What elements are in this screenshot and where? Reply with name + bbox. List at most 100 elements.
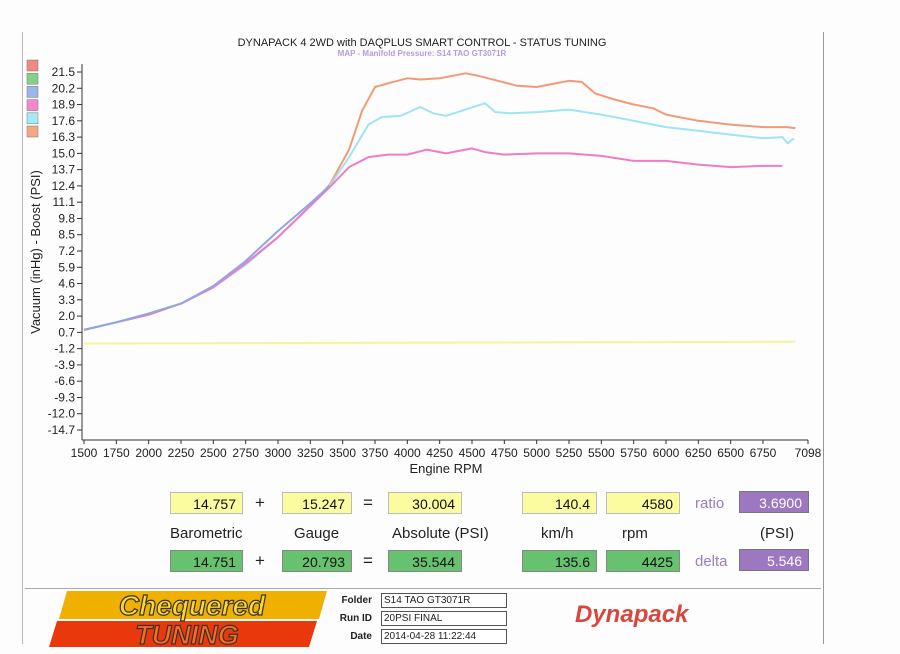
y-tick-label: -14.7: [48, 423, 76, 437]
rpm-value-2: 4425: [606, 550, 680, 572]
x-axis-label: Engine RPM: [410, 461, 483, 476]
run-id-value: 20PSI FINAL: [381, 611, 507, 626]
y-tick-label: 17.6: [52, 114, 76, 128]
x-tick-label: 6500: [717, 446, 744, 460]
x-tick-label: 2750: [232, 446, 259, 460]
y-axis-label: Vacuum (inHg) - Boost (PSI): [28, 170, 43, 334]
y-tick-label: 16.3: [52, 130, 76, 144]
plus-1: +: [255, 493, 265, 512]
y-tick-label: 11.1: [53, 195, 76, 209]
kmh-value-2: 135.6: [522, 550, 597, 572]
chart-subtitle: MAP - Manifold Pressure: S14 TAO GT3071R: [338, 49, 507, 58]
chart-title: DYNAPACK 4 2WD with DAQPLUS SMART CONTRO…: [238, 37, 607, 49]
gauge-value-1: 15.247: [282, 492, 352, 514]
date-value: 2014-04-28 11:22:44: [381, 629, 507, 644]
series-line: [83, 147, 783, 331]
y-tick-label: -9.3: [54, 390, 75, 404]
x-tick-label: 3250: [297, 446, 324, 460]
folder-label: Folder: [341, 595, 372, 606]
label-rpm: rpm: [622, 525, 648, 542]
date-label: Date: [350, 631, 372, 642]
y-tick-label: 18.9: [52, 98, 76, 112]
x-tick-label: 2250: [168, 446, 195, 460]
series-line: [83, 185, 331, 331]
x-tick-label: 5250: [556, 446, 583, 460]
run-id-label: Run ID: [339, 613, 372, 624]
label-gauge: Gauge: [294, 525, 340, 542]
dynapack-logo: Dynapack: [575, 601, 690, 628]
absolute-value-1: 30.004: [388, 492, 462, 514]
legend-swatch: [26, 86, 39, 98]
x-ticks: 1500 1750 2000 2250 2500 2750 3000 3250 3500 3750…: [71, 440, 822, 460]
y-tick-label: 4.6: [58, 277, 75, 291]
x-tick-label: 4500: [459, 446, 486, 460]
folder-value: S14 TAO GT3071R: [381, 593, 507, 608]
x-tick-label: 1500: [71, 446, 98, 460]
legend-swatch: [26, 72, 39, 85]
y-tick-label: 0.7: [58, 325, 75, 339]
y-tick-label: -12.0: [48, 407, 76, 421]
y-tick-label: 20.2: [52, 81, 76, 95]
x-tick-label: 4750: [491, 446, 518, 460]
y-tick-label: 2.0: [58, 309, 75, 323]
x-tick-label: 7098: [795, 446, 822, 460]
x-tick-label: 4000: [394, 446, 421, 460]
y-tick-label: 5.9: [58, 260, 75, 274]
absolute-value-2: 35.544: [388, 550, 462, 572]
x-tick-label: 1750: [103, 446, 130, 460]
dynapack-text: Dynapack: [575, 601, 690, 628]
series-line: [83, 340, 796, 345]
y-tick-label: 13.7: [52, 163, 76, 177]
x-tick-label: 4250: [426, 446, 453, 460]
equals-2: =: [363, 551, 373, 570]
y-tick-label: 7.2: [58, 244, 75, 258]
y-tick-label: -3.9: [54, 358, 75, 372]
gauge-value-2: 20.793: [282, 550, 352, 572]
y-tick-label: 9.8: [58, 211, 75, 225]
report-sheet: [22, 32, 824, 644]
label-absolute: Absolute (PSI): [392, 525, 489, 542]
legend-swatch: [26, 125, 39, 138]
legend-swatches: [26, 59, 39, 138]
x-tick-label: 2500: [200, 446, 227, 460]
plus-2: +: [255, 551, 265, 570]
x-tick-label: 5000: [523, 446, 550, 460]
map-chart: DYNAPACK 4 2WD with DAQPLUS SMART CONTRO…: [26, 37, 822, 476]
ratio-label: ratio: [695, 495, 725, 512]
legend-swatch: [26, 112, 39, 125]
x-tick-label: 3500: [329, 446, 356, 460]
y-tick-label: 8.5: [58, 228, 75, 242]
barometric-value-1: 14.757: [170, 492, 243, 514]
report-footer: Chequered TUNING Folder S14 TAO GT3071R …: [25, 588, 821, 649]
legend-swatch: [26, 99, 39, 111]
x-tick-label: 2000: [135, 446, 162, 460]
y-tick-label: 21.5: [52, 65, 76, 79]
label-kmh: km/h: [541, 525, 574, 542]
barometric-value-2: 14.751: [170, 550, 243, 572]
ratio-value: 3.6900: [739, 491, 809, 513]
series-lines: [83, 72, 796, 345]
label-psi: (PSI): [760, 525, 795, 542]
x-tick-label: 5750: [620, 446, 647, 460]
chequered-tuning-logo: Chequered TUNING: [49, 589, 327, 649]
series-line: [83, 102, 795, 331]
x-tick-label: 3750: [362, 446, 389, 460]
rpm-value-1: 4580: [606, 492, 680, 514]
y-tick-label: -1.2: [54, 342, 75, 356]
y-tick-label: -6.6: [54, 374, 75, 388]
y-tick-label: 12.4: [52, 179, 76, 193]
x-tick-label: 6250: [685, 446, 712, 460]
delta-value: 5.546: [739, 549, 809, 571]
legend-swatch: [26, 59, 39, 72]
kmh-value-1: 140.4: [522, 492, 597, 514]
label-barometric: Barometric: [170, 525, 243, 542]
x-tick-label: 6000: [653, 446, 680, 460]
y-ticks: 21.5 20.2 18.9 17.6 16.3 15.0 13.7 12.4 11.1 9.8 8…: [48, 65, 82, 437]
logo-text-tuning: TUNING: [135, 620, 239, 649]
equals-1: =: [363, 493, 373, 512]
y-tick-label: 3.3: [58, 293, 75, 307]
x-tick-label: 3000: [265, 446, 292, 460]
y-tick-label: 15.0: [52, 146, 76, 160]
series-line: [83, 72, 796, 331]
logo-text-chequered: Chequered: [119, 590, 266, 621]
